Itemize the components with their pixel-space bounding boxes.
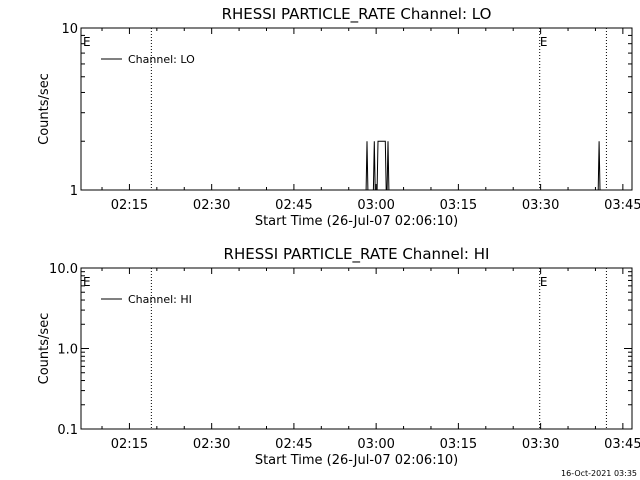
- panel-1-x-tick-label: 03:30: [522, 198, 559, 213]
- panel-2-x-tick-label: 02:15: [111, 437, 148, 452]
- panel-1-plot-frame: [80, 27, 633, 191]
- panel-1-x-tick-label: 03:00: [357, 198, 394, 213]
- panel-2-x-tick-label: 03:00: [357, 437, 394, 452]
- panel-2-x-tick-label: 02:30: [193, 437, 230, 452]
- panel-1-x-tick-label: 03:15: [440, 198, 477, 213]
- panel-2-legend-label: Channel: HI: [128, 293, 192, 306]
- panel-2-chart-title: RHESSI PARTICLE_RATE Channel: HI: [224, 245, 490, 264]
- panel-1-y-tick-label: 10: [61, 22, 78, 37]
- panel-2-event-marker-label: E: [540, 275, 548, 289]
- panel-2-y-tick-label: 0.1: [57, 423, 78, 438]
- panel-1-y-axis-label: Counts/sec: [37, 73, 52, 145]
- panel-2-x-tick-label: 02:45: [275, 437, 312, 452]
- panel-1-legend-label: Channel: LO: [128, 53, 195, 66]
- panel-1-x-tick-label: 02:45: [275, 198, 312, 213]
- panel-1-x-tick-label: 02:15: [111, 198, 148, 213]
- panel-2-y-tick-label: 10.0: [49, 262, 78, 277]
- panel-2-x-tick-label: 03:30: [522, 437, 559, 452]
- panel-1-x-tick-label: 02:30: [193, 198, 230, 213]
- panel-2-x-tick-label: 03:45: [604, 437, 640, 452]
- panel-2-y-axis-label: Counts/sec: [37, 313, 52, 385]
- panel-1-x-axis-label: Start Time (26-Jul-07 02:06:10): [255, 214, 458, 229]
- panel-2-y-tick-label: 1.0: [57, 343, 78, 358]
- panel-1-chart-title: RHESSI PARTICLE_RATE Channel: LO: [222, 5, 492, 24]
- generation-timestamp: 16-Oct-2021 03:35: [561, 469, 637, 478]
- panel-1-series-line: [365, 140, 601, 191]
- panel-2-event-marker-label: E: [83, 275, 91, 289]
- panel-1-x-tick-label: 03:45: [604, 198, 640, 213]
- panel-2-x-axis-label: Start Time (26-Jul-07 02:06:10): [255, 453, 458, 468]
- panel-1-y-tick-label: 1: [70, 184, 78, 199]
- panel-1-event-marker-label: E: [83, 35, 91, 49]
- panel-2-x-tick-label: 03:15: [440, 437, 477, 452]
- panel-1-event-marker-label: E: [540, 35, 548, 49]
